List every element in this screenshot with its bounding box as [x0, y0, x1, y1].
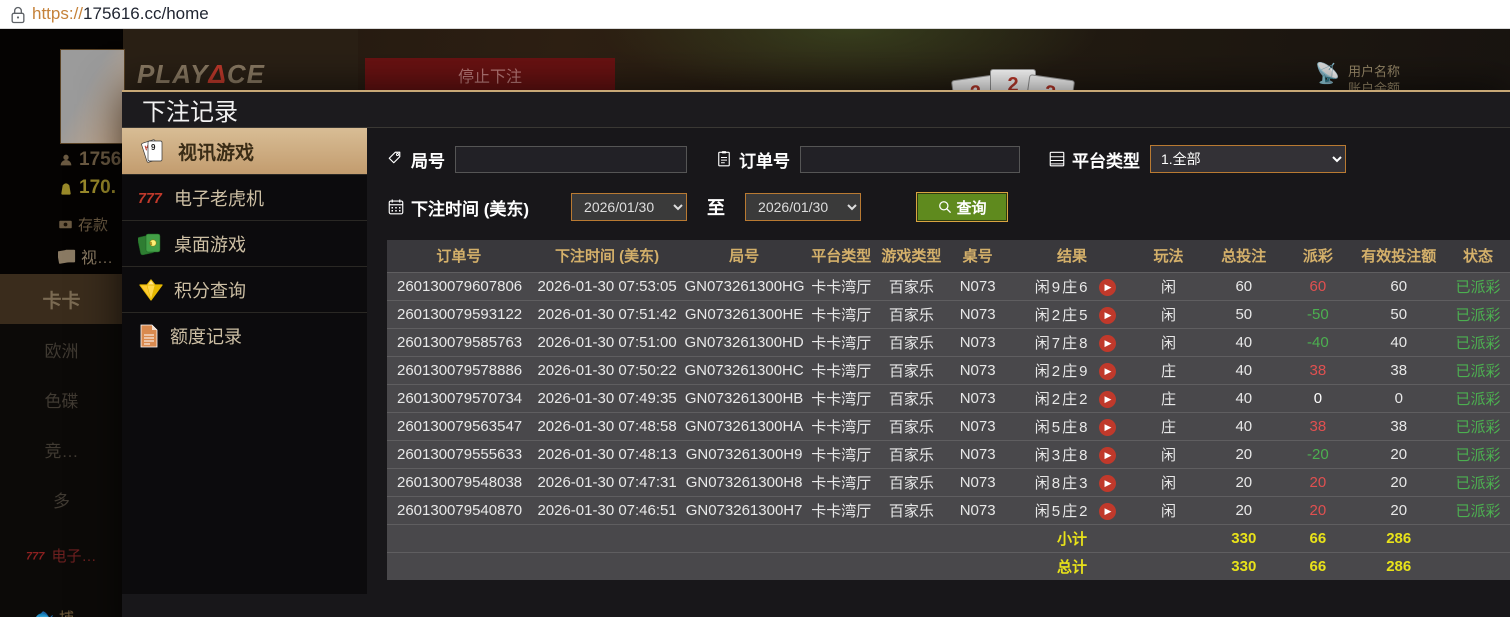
svg-text:777: 777: [138, 191, 163, 207]
svg-text:9: 9: [151, 143, 156, 152]
svg-text:777: 777: [26, 550, 45, 562]
